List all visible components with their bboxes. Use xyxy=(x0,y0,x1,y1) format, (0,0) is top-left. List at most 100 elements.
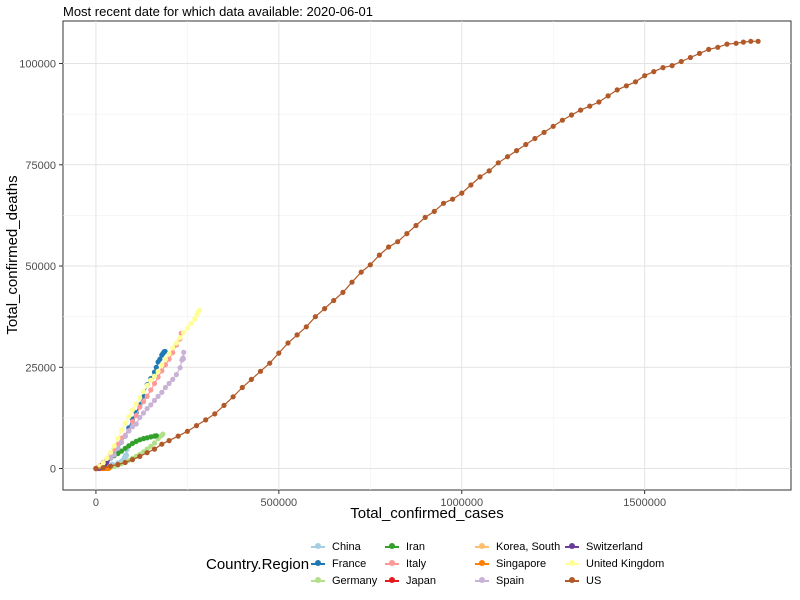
x-axis: 0 500000 1000000 1500000 xyxy=(93,490,666,509)
data-point xyxy=(157,356,163,362)
data-point xyxy=(755,38,761,44)
data-point xyxy=(642,73,648,79)
data-point xyxy=(614,87,620,93)
data-point xyxy=(180,356,186,362)
data-point xyxy=(230,394,236,400)
legend-item: Iran xyxy=(384,538,425,555)
data-point xyxy=(188,320,194,327)
legend-item: Singapore xyxy=(474,555,546,572)
data-point xyxy=(153,364,159,370)
data-point xyxy=(166,380,172,387)
data-point xyxy=(669,63,675,69)
x-tick-label: 1000000 xyxy=(440,497,483,509)
x-tick-label: 0 xyxy=(93,497,99,509)
data-point xyxy=(514,148,520,154)
legend-label: Spain xyxy=(496,574,525,587)
data-point xyxy=(104,455,110,461)
data-point xyxy=(129,419,136,425)
legend-item: United Kingdom xyxy=(564,555,664,572)
y-axis: 0 25000 50000 75000 100000 xyxy=(19,59,63,476)
data-point xyxy=(144,446,150,452)
data-point xyxy=(596,99,602,105)
legend-label: Korea, South xyxy=(496,540,561,553)
data-point xyxy=(140,389,147,395)
data-point xyxy=(170,345,176,351)
grid-lines xyxy=(63,21,791,490)
legend-label: Iran xyxy=(406,540,425,553)
legend-key xyxy=(384,538,400,555)
data-point xyxy=(212,411,218,417)
data-point xyxy=(733,40,739,46)
data-point xyxy=(203,417,209,423)
series-layer xyxy=(93,38,761,472)
data-point xyxy=(559,117,566,123)
legend-item: US xyxy=(564,572,601,589)
data-point xyxy=(162,362,168,368)
legend-label: Switzerland xyxy=(586,540,643,553)
data-point xyxy=(221,402,227,408)
data-point xyxy=(651,69,657,75)
data-point xyxy=(660,65,666,71)
data-point xyxy=(115,435,121,441)
data-point xyxy=(177,335,183,341)
data-point xyxy=(93,465,99,472)
x-tick-label: 1500000 xyxy=(623,497,666,509)
data-point xyxy=(159,441,165,447)
data-point xyxy=(133,421,139,427)
data-point xyxy=(196,307,203,313)
data-point xyxy=(129,407,136,413)
data-point xyxy=(133,401,139,407)
data-point xyxy=(623,83,630,89)
legend-item: Korea, South xyxy=(474,538,560,555)
data-point xyxy=(495,160,501,166)
data-point xyxy=(140,410,147,416)
data-point xyxy=(155,368,161,374)
data-point xyxy=(160,431,166,437)
legend-item: Italy xyxy=(384,555,426,572)
legend-item: Spain xyxy=(474,572,524,589)
data-point xyxy=(148,402,154,408)
data-point xyxy=(122,433,128,439)
legend-key xyxy=(384,555,400,572)
data-point xyxy=(748,38,754,44)
data-point xyxy=(126,428,132,434)
data-point xyxy=(122,459,128,466)
legend-item: France xyxy=(310,555,366,572)
data-point xyxy=(144,393,150,399)
data-point xyxy=(166,438,172,444)
data-point xyxy=(162,384,168,391)
data-point xyxy=(715,44,721,50)
data-point xyxy=(367,262,373,268)
data-point xyxy=(144,382,150,389)
legend-label: Japan xyxy=(406,574,436,587)
legend-key xyxy=(564,572,580,589)
data-point xyxy=(504,154,511,160)
data-point xyxy=(532,135,538,142)
data-point xyxy=(155,393,161,399)
data-point xyxy=(140,399,147,405)
y-tick-label: 0 xyxy=(50,464,56,476)
y-axis-title: Total_confirmed_deaths xyxy=(4,175,21,334)
legend-label: United Kingdom xyxy=(586,557,665,570)
data-point xyxy=(431,208,437,214)
data-point xyxy=(376,252,382,258)
data-point xyxy=(285,340,291,346)
data-point xyxy=(740,39,747,45)
data-point xyxy=(166,356,172,362)
data-point xyxy=(137,414,143,421)
data-point xyxy=(151,380,158,387)
x-axis-title: Total_confirmed_cases xyxy=(350,505,503,522)
data-point xyxy=(331,297,337,304)
data-point xyxy=(162,348,168,355)
data-point xyxy=(395,239,401,245)
data-point xyxy=(294,332,300,338)
series-line xyxy=(95,40,759,470)
data-point xyxy=(303,324,309,330)
data-point xyxy=(144,450,150,456)
data-point xyxy=(632,79,639,85)
data-point xyxy=(151,440,158,446)
legend-key xyxy=(564,555,580,572)
data-point xyxy=(126,414,132,420)
data-point xyxy=(486,168,492,174)
data-point xyxy=(386,244,392,250)
